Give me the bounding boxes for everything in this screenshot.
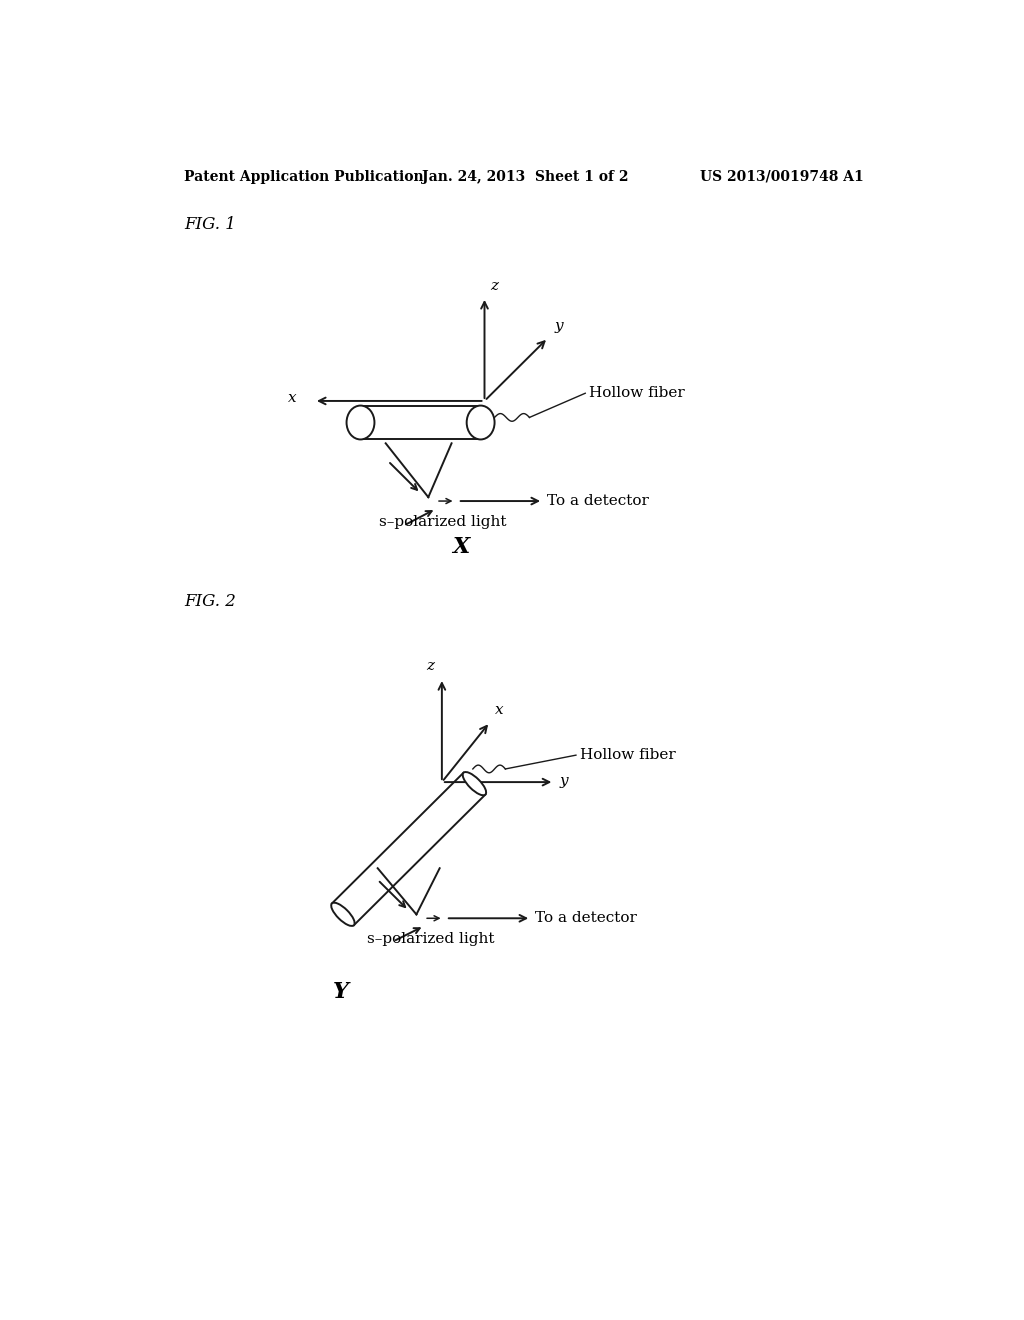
Text: To a detector: To a detector bbox=[535, 911, 637, 925]
Text: Jan. 24, 2013  Sheet 1 of 2: Jan. 24, 2013 Sheet 1 of 2 bbox=[422, 170, 628, 183]
Text: y: y bbox=[560, 774, 568, 788]
Ellipse shape bbox=[331, 903, 354, 925]
Text: Hollow fiber: Hollow fiber bbox=[589, 387, 685, 400]
Text: X: X bbox=[453, 536, 470, 557]
Text: s–polarized light: s–polarized light bbox=[379, 515, 506, 529]
Ellipse shape bbox=[463, 772, 486, 795]
Text: x: x bbox=[495, 702, 503, 717]
Text: z: z bbox=[489, 279, 498, 293]
Text: s–polarized light: s–polarized light bbox=[367, 932, 495, 946]
Text: Hollow fiber: Hollow fiber bbox=[580, 748, 676, 762]
Ellipse shape bbox=[467, 405, 495, 440]
Text: To a detector: To a detector bbox=[547, 494, 649, 508]
Text: z: z bbox=[426, 659, 434, 673]
Text: Y: Y bbox=[333, 981, 349, 1003]
Text: Patent Application Publication: Patent Application Publication bbox=[183, 170, 424, 183]
Ellipse shape bbox=[346, 405, 375, 440]
Text: FIG. 2: FIG. 2 bbox=[183, 594, 236, 610]
Text: x: x bbox=[289, 391, 297, 405]
Text: FIG. 1: FIG. 1 bbox=[183, 216, 236, 234]
Text: US 2013/0019748 A1: US 2013/0019748 A1 bbox=[700, 170, 864, 183]
Text: y: y bbox=[554, 319, 563, 333]
